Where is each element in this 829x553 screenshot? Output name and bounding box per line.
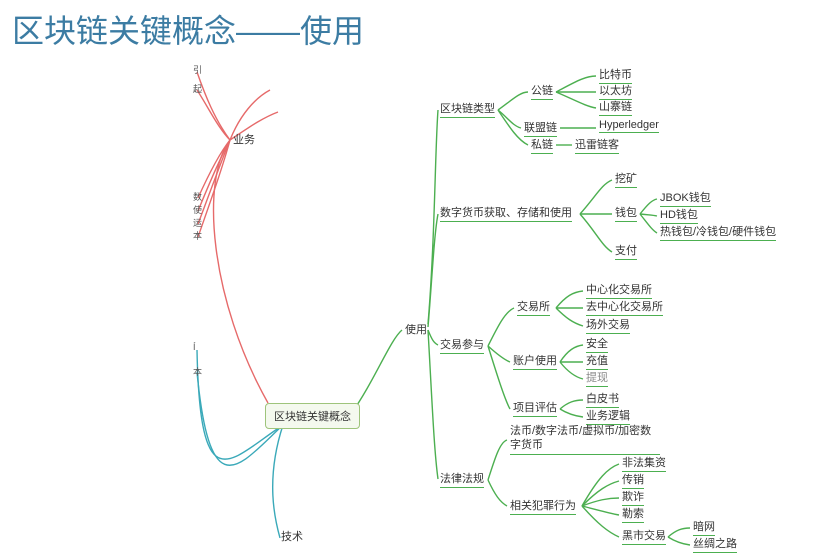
trunc-t2: 起	[193, 82, 202, 95]
branch-business: 业务	[233, 131, 255, 147]
node-mlm: 传销	[622, 471, 644, 489]
node-silkroad: 丝绸之路	[693, 535, 737, 553]
node-blackmarket: 黑市交易	[622, 527, 666, 545]
node-digital_currency: 数字货币获取、存储和使用	[440, 204, 572, 222]
node-whitepaper: 白皮书	[586, 390, 619, 408]
node-dex: 去中心化交易所	[586, 298, 663, 316]
trunc-t7: Í	[193, 342, 196, 352]
node-xunlei: 迅雷链客	[575, 136, 619, 154]
mindmap-edges	[0, 0, 829, 546]
node-extortion: 勒索	[622, 505, 644, 523]
node-jbok_wallet: JBOK钱包	[660, 189, 711, 207]
trunc-t5: 运	[193, 216, 202, 229]
node-wallet: 钱包	[615, 204, 637, 222]
trunc-t4: 使	[193, 203, 202, 216]
node-consortium_chain: 联盟链	[524, 119, 557, 137]
trunc-t3: 数	[193, 190, 202, 203]
node-hyperledger: Hyperledger	[599, 119, 659, 133]
node-blockchain_types: 区块链类型	[440, 100, 495, 118]
node-crime: 相关犯罪行为	[510, 497, 576, 515]
trunc-t1: 引	[193, 63, 202, 76]
node-otc: 场外交易	[586, 316, 630, 334]
trunc-t6: 本	[193, 229, 202, 242]
node-law: 法律法规	[440, 470, 484, 488]
node-illegal_fund: 非法集资	[622, 454, 666, 472]
node-fiat_crypto: 法币/数字法币/虚拟币/加密数字货币	[510, 424, 660, 455]
node-account_use: 账户使用	[513, 352, 557, 370]
node-private_chain: 私链	[531, 136, 553, 154]
node-hw_wallet: 热钱包/冷钱包/硬件钱包	[660, 223, 776, 241]
node-mining: 挖矿	[615, 170, 637, 188]
node-deposit: 充值	[586, 352, 608, 370]
node-payment: 支付	[615, 242, 637, 260]
node-altcoin: 山寨链	[599, 98, 632, 116]
node-fraud: 欺诈	[622, 488, 644, 506]
node-biz_logic: 业务逻辑	[586, 407, 630, 425]
node-trade_participate: 交易参与	[440, 336, 484, 354]
root-node: 区块链关键概念	[265, 403, 360, 429]
node-project_eval: 项目评估	[513, 399, 557, 417]
node-security: 安全	[586, 335, 608, 353]
branch-tech: 技术	[281, 528, 303, 544]
branch-use: 使用	[405, 321, 427, 337]
node-exchange: 交易所	[517, 298, 550, 316]
node-cex: 中心化交易所	[586, 281, 652, 299]
node-hd_wallet: HD钱包	[660, 206, 698, 224]
node-public_chain: 公链	[531, 82, 553, 100]
node-darknet: 暗网	[693, 518, 715, 536]
node-withdraw: 提现	[586, 369, 608, 387]
trunc-t8: 本	[193, 365, 202, 378]
